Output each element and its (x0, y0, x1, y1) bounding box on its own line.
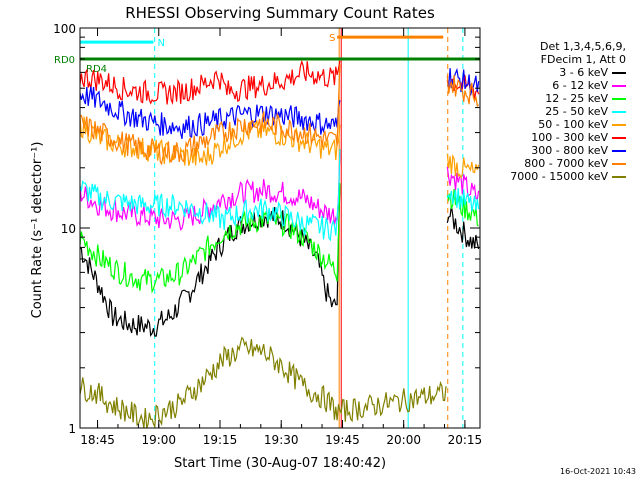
legend-entry: 25 - 50 keV (545, 105, 626, 118)
legend-header-detectors: Det 1,3,4,5,6,9, (539, 40, 626, 53)
legend-entry: 7000 - 15000 keV (510, 170, 626, 183)
legend-swatch (612, 150, 626, 152)
y-axis-label: Count Rate (s⁻¹ detector⁻¹) (30, 142, 45, 319)
legend-header-decimation: FDecim 1, Att 0 (540, 53, 626, 66)
x-tick-label-0: 18:45 (80, 433, 115, 447)
legend-entry: 3 - 6 keV (559, 66, 626, 79)
x-tick-label-1: 19:00 (141, 433, 176, 447)
series-line-0 (79, 184, 480, 338)
legend-entry-label: 25 - 50 keV (545, 105, 608, 118)
legend-entry: 100 - 300 keV (531, 131, 626, 144)
legend-entry-label: 12 - 25 keV (545, 92, 608, 105)
x-tick-label-4: 19:45 (325, 433, 360, 447)
x-tick-label-6: 20:15 (448, 433, 483, 447)
state-label-rd4: RD4 (86, 64, 107, 75)
x-tick-label-3: 19:30 (264, 433, 299, 447)
y-tick-label-0: 1 (68, 422, 76, 436)
legend-entry: 50 - 100 keV (538, 118, 626, 131)
x-tick-label-5: 20:00 (386, 433, 421, 447)
state-label-s: S (329, 33, 335, 44)
state-label-rd0: RD0 (54, 55, 75, 66)
x-axis-label: Start Time (30-Aug-07 18:40:42) (174, 456, 386, 471)
legend-swatch (612, 124, 626, 126)
legend-swatch (612, 137, 626, 139)
legend-swatch (612, 163, 626, 165)
legend-swatch (612, 72, 626, 74)
legend-entry: 800 - 7000 keV (524, 157, 626, 170)
legend-entry-label: 100 - 300 keV (531, 131, 608, 144)
chart-title: RHESSI Observing Summary Count Rates (125, 4, 435, 22)
legend-swatch (612, 98, 626, 100)
state-label-n: N (157, 38, 164, 49)
legend-swatch (612, 111, 626, 113)
legend-entry-label: 6 - 12 keV (552, 79, 608, 92)
legend-entry-label: 50 - 100 keV (538, 118, 608, 131)
generated-timestamp: 16-Oct-2021 10:43 (560, 467, 636, 476)
legend-swatch (612, 176, 626, 178)
y-tick-label-2: 100 (53, 22, 76, 36)
legend-entry-label: 7000 - 15000 keV (510, 170, 608, 183)
y-tick-label-1: 10 (61, 222, 76, 236)
series-line-7 (79, 64, 480, 166)
series-line-3 (79, 149, 480, 242)
legend-entry-label: 3 - 6 keV (559, 66, 608, 79)
legend-entry-label: 800 - 7000 keV (524, 157, 608, 170)
legend-swatch (612, 85, 626, 87)
x-tick-label-2: 19:15 (203, 433, 238, 447)
series-line-5 (79, 59, 480, 106)
series-line-1 (79, 152, 480, 231)
series-line-8 (79, 336, 447, 429)
legend-entry-label: 300 - 800 keV (531, 144, 608, 157)
legend-entry: 300 - 800 keV (531, 144, 626, 157)
legend-entry: 6 - 12 keV (552, 79, 626, 92)
legend-entry: 12 - 25 keV (545, 92, 626, 105)
series-line-6 (79, 67, 480, 139)
